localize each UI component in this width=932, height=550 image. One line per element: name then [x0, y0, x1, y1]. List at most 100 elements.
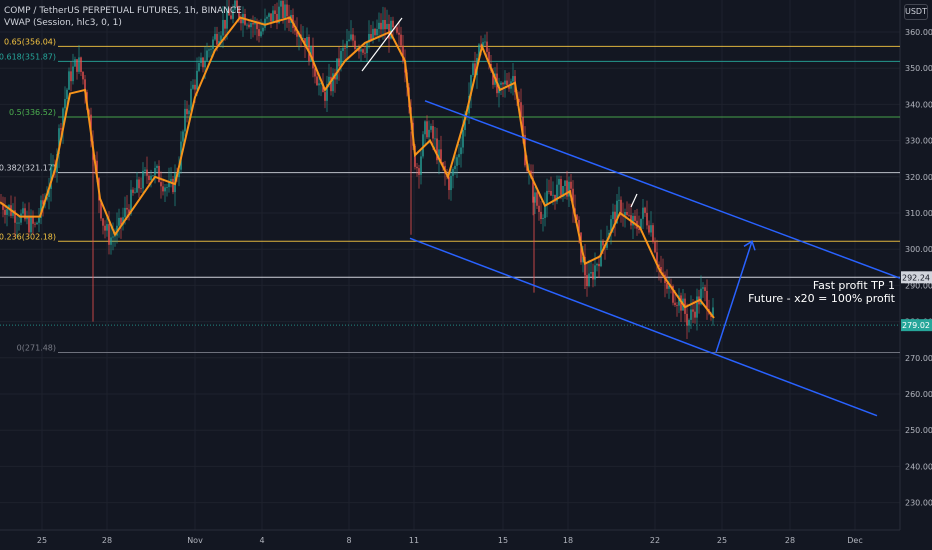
candle-body: [358, 48, 360, 52]
candle-body: [686, 313, 688, 326]
candle-body: [212, 39, 214, 49]
candle-body: [362, 49, 364, 53]
candle-body: [178, 169, 180, 178]
candle-body: [520, 102, 522, 118]
candle-body: [432, 126, 434, 139]
candle-body: [104, 225, 106, 231]
price-tick-label: 310.00: [905, 209, 932, 218]
candle: [284, 0, 286, 31]
candle-body: [346, 41, 348, 49]
candle-body: [100, 200, 102, 219]
candle: [366, 41, 368, 62]
candle-body: [480, 44, 482, 48]
candle-body: [454, 165, 456, 170]
price-tick-label: 270.00: [905, 354, 932, 363]
candle-body: [452, 169, 454, 176]
candle: [210, 45, 212, 58]
candle-body: [172, 178, 174, 193]
candle: [688, 318, 690, 333]
candle: [120, 216, 122, 239]
candle: [546, 178, 548, 218]
candle: [6, 205, 8, 227]
time-tick-label: 22: [650, 536, 660, 545]
candle-body: [160, 182, 162, 187]
candle-body: [376, 29, 378, 36]
candle: [696, 288, 698, 331]
candle-body: [348, 39, 350, 42]
candle-body: [16, 222, 18, 224]
price-tick-label: 360.00: [905, 28, 932, 37]
candle-body: [712, 307, 714, 317]
candle-body: [384, 20, 386, 30]
candle: [270, 13, 272, 29]
candle-body: [518, 98, 520, 103]
candle: [220, 31, 222, 48]
candle: [368, 20, 370, 49]
candle: [338, 46, 340, 81]
price-tick-label: 260.00: [905, 390, 932, 399]
candle-body: [672, 285, 674, 303]
candle-body: [586, 275, 588, 287]
candle: [74, 56, 76, 68]
candle-body: [386, 23, 388, 30]
chart-legend: COMP / TetherUS PERPETUAL FUTURES, 1h, B…: [4, 5, 242, 29]
candle-body: [306, 37, 308, 48]
candle-body: [646, 212, 648, 226]
candle: [648, 220, 650, 235]
candle-body: [238, 7, 240, 19]
candle-body: [6, 209, 8, 215]
candle-body: [344, 47, 346, 49]
time-tick-label: 25: [37, 536, 47, 545]
candle-body: [28, 215, 30, 233]
candle-body: [324, 92, 326, 101]
fib-level-label: 0.65(356.04): [4, 37, 56, 46]
candle: [146, 156, 148, 184]
candle-body: [226, 8, 228, 29]
candle: [136, 172, 138, 193]
candle: [560, 175, 562, 200]
candle-body: [332, 73, 334, 92]
candle: [712, 298, 714, 326]
candle: [232, 4, 234, 24]
candle: [420, 150, 422, 185]
candle: [82, 71, 84, 85]
candle: [566, 170, 568, 200]
candle-body: [538, 205, 540, 212]
time-tick-label: 11: [409, 536, 419, 545]
candle-body: [508, 85, 510, 89]
price-tick-label: 250.00: [905, 426, 932, 435]
candle-body: [492, 70, 494, 85]
candle-body: [554, 194, 556, 202]
candle-body: [78, 57, 80, 72]
candle: [160, 171, 162, 199]
candle: [624, 208, 626, 228]
candle: [22, 201, 24, 217]
candle-body: [566, 180, 568, 197]
candle: [184, 100, 186, 137]
candle-body: [706, 290, 708, 310]
currency-selector[interactable]: USDT: [904, 4, 928, 20]
candle: [104, 220, 106, 239]
candle-body: [330, 76, 332, 92]
candle-body: [66, 89, 68, 100]
candle: [196, 57, 198, 97]
candle: [398, 21, 400, 47]
candle-body: [460, 147, 462, 155]
candle-body: [308, 37, 310, 62]
candle-body: [660, 266, 662, 273]
candle-body: [230, 15, 232, 19]
candle: [18, 216, 20, 231]
candle-body: [314, 68, 316, 77]
candle: [364, 44, 366, 58]
candle: [8, 204, 10, 217]
candle-body: [442, 162, 444, 166]
candle-body: [688, 319, 690, 326]
candle-body: [552, 194, 554, 196]
time-tick-label: 25: [717, 536, 727, 545]
candle-body: [612, 211, 614, 220]
resistance-price-label: 292.24: [902, 273, 930, 282]
candle-body: [158, 165, 160, 183]
candle: [236, 0, 238, 8]
